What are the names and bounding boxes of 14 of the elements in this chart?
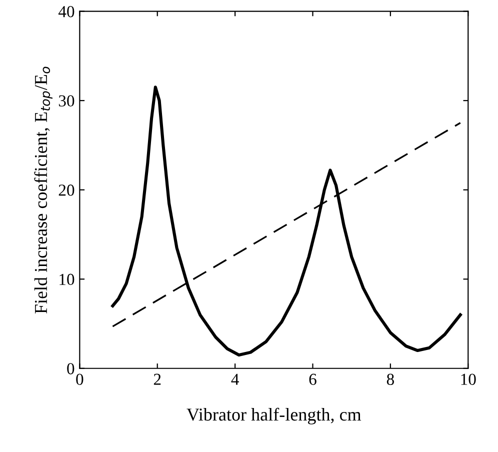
y-tick-label: 10	[60, 274, 74, 286]
x-tick-label: 4	[231, 374, 239, 385]
x-axis-title: Vibrator half-length, cm	[186, 408, 362, 424]
line-series	[111, 86, 462, 357]
y-tick-label: 20	[58, 184, 74, 196]
y-tick-label: 0	[67, 363, 74, 374]
x-tick-label: 6	[309, 374, 316, 385]
x-tick-label: 2	[154, 374, 161, 385]
y-tick-label: 40	[58, 6, 74, 18]
x-tick-label: 8	[386, 374, 394, 385]
x-tick-label: 10	[461, 374, 476, 385]
y-tick-label: 30	[58, 95, 74, 107]
y-axis-title: Field increase coefficient, E$_{top}$/E$_{o}$	[34, 66, 52, 314]
x-tick-label: 0	[76, 374, 84, 385]
